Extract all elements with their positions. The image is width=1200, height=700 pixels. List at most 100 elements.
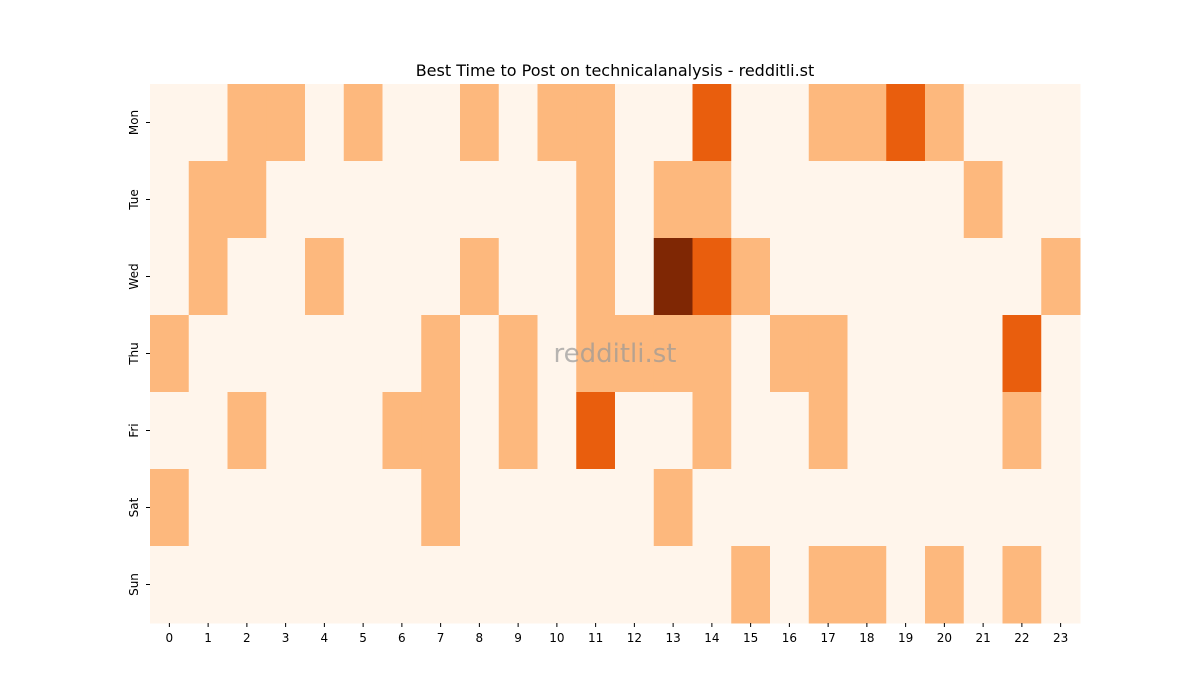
- heatmap-cell: [188, 161, 228, 239]
- heatmap-cell: [460, 238, 500, 316]
- heatmap-cell: [266, 392, 306, 470]
- heatmap-cell: [460, 392, 500, 470]
- heatmap-cell: [925, 392, 965, 470]
- heatmap-cell: [421, 315, 461, 393]
- x-tick-label: 17: [820, 631, 835, 645]
- heatmap-cell: [188, 238, 228, 316]
- heatmap-cell: [731, 238, 771, 316]
- heatmap-cell: [343, 392, 383, 470]
- x-tick-label: 18: [859, 631, 874, 645]
- heatmap-cell: [653, 546, 693, 624]
- y-tick-label: Fri: [127, 423, 141, 437]
- heatmap-cell: [227, 238, 267, 316]
- heatmap-cell: [576, 315, 616, 393]
- heatmap-cell: [150, 392, 190, 470]
- y-tick-label: Sat: [127, 497, 141, 517]
- heatmap-cell: [886, 238, 926, 316]
- x-tick-label: 8: [476, 631, 484, 645]
- heatmap-cell: [498, 161, 538, 239]
- heatmap-cell: [576, 84, 616, 162]
- heatmap-cell: [1041, 161, 1081, 239]
- heatmap-cell: [770, 315, 810, 393]
- heatmap-cell: [615, 315, 655, 393]
- heatmap-cell: [1041, 546, 1081, 624]
- heatmap-cell: [460, 84, 500, 162]
- heatmap-cell: [305, 392, 345, 470]
- heatmap-cell: [382, 84, 422, 162]
- heatmap-cell: [808, 238, 848, 316]
- heatmap-cell: [963, 238, 1003, 316]
- heatmap-cell: [615, 84, 655, 162]
- heatmap-cell: [382, 546, 422, 624]
- heatmap-cell: [1041, 238, 1081, 316]
- x-tick-label: 12: [627, 631, 642, 645]
- heatmap-cell: [382, 161, 422, 239]
- heatmap-cell: [963, 392, 1003, 470]
- heatmap-cell: [421, 392, 461, 470]
- heatmap-cell: [1002, 238, 1042, 316]
- heatmap-cell: [343, 315, 383, 393]
- heatmap-cell: [305, 84, 345, 162]
- heatmap-cell: [576, 238, 616, 316]
- heatmap-cell: [653, 392, 693, 470]
- heatmap-cell: [498, 392, 538, 470]
- x-tick-label: 19: [898, 631, 913, 645]
- heatmap-cell: [460, 546, 500, 624]
- heatmap-cell: [925, 238, 965, 316]
- heatmap-cell: [963, 546, 1003, 624]
- heatmap-cell: [1002, 84, 1042, 162]
- heatmap-cell: [731, 161, 771, 239]
- heatmap-cell: [150, 546, 190, 624]
- heatmap-cell: [150, 238, 190, 316]
- heatmap-cell: [227, 392, 267, 470]
- heatmap-cell: [421, 546, 461, 624]
- watermark: redditli.st: [554, 339, 677, 369]
- heatmap-cell: [382, 315, 422, 393]
- heatmap-cell: [227, 161, 267, 239]
- x-tick-label: 16: [782, 631, 797, 645]
- heatmap-cell: [150, 84, 190, 162]
- heatmap-cell: [808, 161, 848, 239]
- heatmap-cell: [460, 161, 500, 239]
- heatmap-cell: [498, 84, 538, 162]
- heatmap-cell: [266, 84, 306, 162]
- heatmap-cell: [188, 469, 228, 547]
- heatmap-cell: [576, 546, 616, 624]
- heatmap-cell: [227, 315, 267, 393]
- y-tick-label: Thu: [127, 342, 141, 366]
- heatmap-cell: [692, 469, 732, 547]
- heatmap-cell: [382, 469, 422, 547]
- x-tick-label: 3: [282, 631, 290, 645]
- heatmap-cell: [963, 315, 1003, 393]
- x-tick-label: 15: [743, 631, 758, 645]
- heatmap-cell: [498, 546, 538, 624]
- heatmap-cell: [886, 84, 926, 162]
- heatmap-cell: [343, 161, 383, 239]
- heatmap-cell: [770, 546, 810, 624]
- heatmap-cell: [692, 84, 732, 162]
- heatmap-cell: [537, 84, 577, 162]
- heatmap-cell: [1002, 161, 1042, 239]
- heatmap-cell: [1041, 84, 1081, 162]
- heatmap-cell: [266, 546, 306, 624]
- heatmap-cell: [770, 469, 810, 547]
- x-tick-label: 11: [588, 631, 603, 645]
- heatmap-cell: [847, 469, 887, 547]
- heatmap-cell: [1002, 315, 1042, 393]
- heatmap-cell: [615, 392, 655, 470]
- heatmap-cell: [305, 238, 345, 316]
- heatmap-cell: [1041, 469, 1081, 547]
- heatmap-cell: [305, 161, 345, 239]
- heatmap-cell: [305, 546, 345, 624]
- heatmap-cell: [305, 315, 345, 393]
- heatmap-cell: [188, 546, 228, 624]
- heatmap-cell: [343, 546, 383, 624]
- x-tick-label: 7: [437, 631, 445, 645]
- heatmap-cell: [847, 84, 887, 162]
- x-tick-label: 0: [166, 631, 174, 645]
- heatmap-cell: [382, 238, 422, 316]
- x-tick-label: 14: [704, 631, 719, 645]
- heatmap-cell: [770, 238, 810, 316]
- heatmap-cell: [227, 84, 267, 162]
- heatmap-cell: [653, 315, 693, 393]
